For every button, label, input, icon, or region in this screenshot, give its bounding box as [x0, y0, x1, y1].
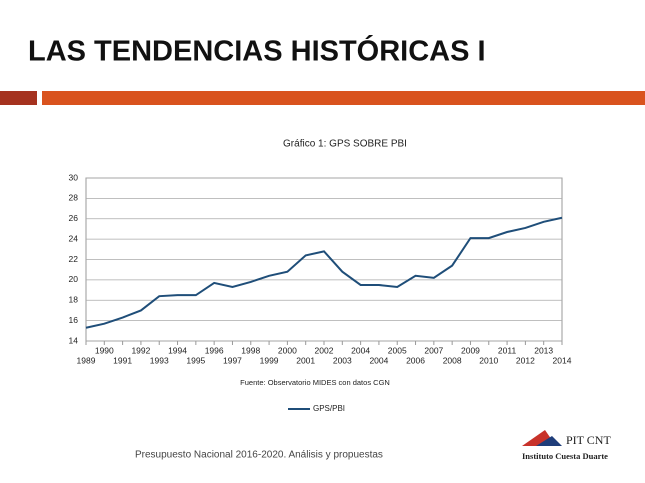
- x-tick-label: 2009: [461, 345, 480, 355]
- x-tick-label: 2013: [534, 345, 553, 355]
- y-tick-label: 14: [69, 335, 79, 345]
- logo-subtitle: Instituto Cuesta Duarte: [522, 451, 608, 461]
- x-tick-label: 2007: [424, 345, 443, 355]
- x-tick-label: 1994: [168, 345, 187, 355]
- y-tick-label: 28: [69, 193, 79, 203]
- data-line: [85, 216, 563, 329]
- accent-bar: [42, 91, 645, 105]
- x-tick-label: 2000: [278, 345, 297, 355]
- x-tick-label: 2003: [333, 355, 352, 365]
- x-tick-label: 1989: [77, 355, 96, 365]
- footer-text: Presupuesto Nacional 2016-2020. Análisis…: [135, 450, 383, 461]
- y-tick-label: 18: [69, 295, 79, 305]
- x-tick-label: 2014: [553, 355, 572, 365]
- y-tick-label: 16: [69, 315, 79, 325]
- legend-label: GPS/PBI: [313, 404, 345, 413]
- x-tick-label: 1996: [205, 345, 224, 355]
- x-tick-label: 2008: [443, 355, 462, 365]
- x-tick-label: 2004: [351, 345, 370, 355]
- accent-bar-left: [0, 91, 37, 105]
- y-tick-label: 20: [69, 274, 79, 284]
- x-tick-label: 2012: [516, 355, 535, 365]
- y-tick-label: 24: [69, 233, 79, 243]
- chart-title: Gráfico 1: GPS SOBRE PBI: [283, 139, 407, 150]
- x-tick-label: 1997: [223, 355, 242, 365]
- x-tick-label: 1991: [113, 355, 132, 365]
- x-tick-label: 2006: [406, 355, 425, 365]
- slide-title: LAS TENDENCIAS HISTÓRICAS I: [28, 34, 486, 68]
- x-tick-label: 2002: [315, 345, 334, 355]
- source-note: Fuente: Observatorio MIDES con datos CGN: [240, 378, 390, 387]
- x-tick-label: 1999: [260, 355, 279, 365]
- y-tick-label: 26: [69, 213, 79, 223]
- y-tick-label: 22: [69, 254, 79, 264]
- x-tick-label: 2001: [296, 355, 315, 365]
- x-tick-label: 2011: [498, 345, 517, 355]
- y-tick-label: 30: [69, 172, 79, 182]
- x-tick-label: 1992: [131, 345, 150, 355]
- x-tick-label: 2010: [479, 355, 498, 365]
- x-tick-label: 2005: [388, 345, 407, 355]
- x-tick-label: 1998: [241, 345, 260, 355]
- x-tick-label: 2004: [369, 355, 388, 365]
- logo: PIT CNT Instituto Cuesta Duarte: [522, 430, 611, 461]
- logo-name: PIT CNT: [566, 433, 611, 447]
- x-tick-label: 1993: [150, 355, 169, 365]
- logo-mark: [536, 436, 562, 446]
- x-tick-label: 1990: [95, 345, 114, 355]
- x-tick-label: 1995: [186, 355, 205, 365]
